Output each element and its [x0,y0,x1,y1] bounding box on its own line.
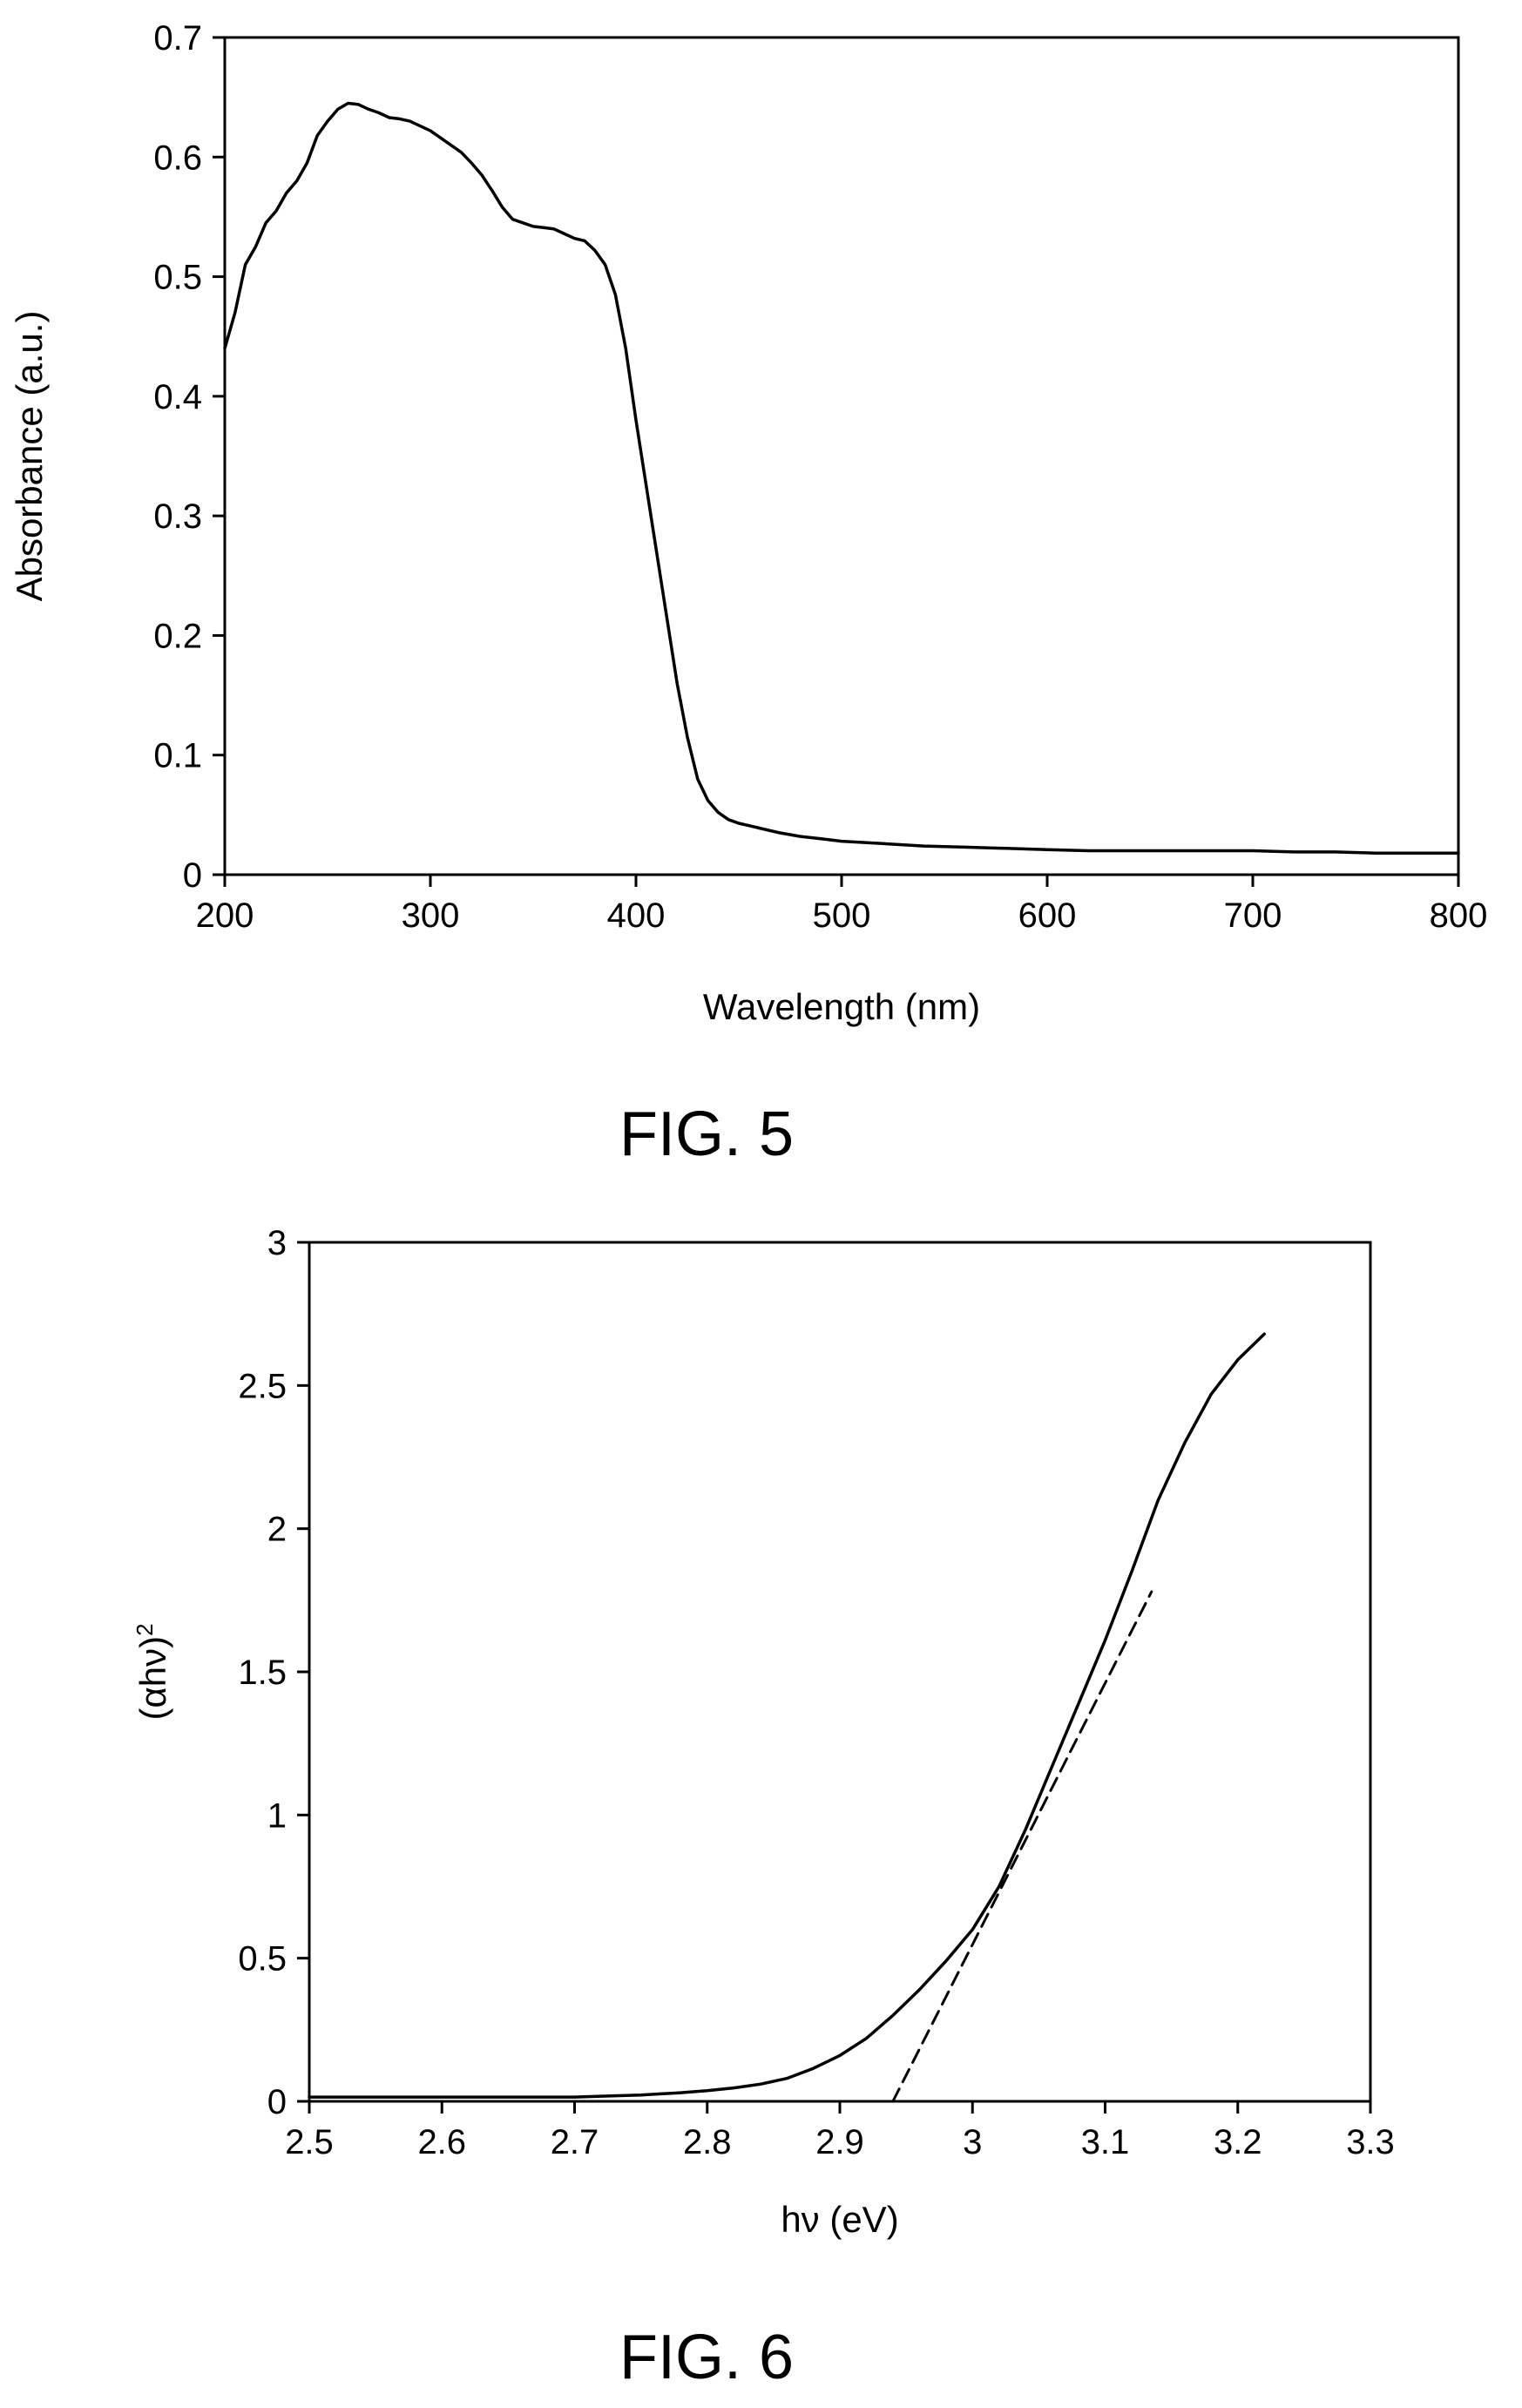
x-tick-label: 2.7 [551,2123,599,2161]
x-tick-label: 3.3 [1346,2123,1395,2161]
y-tick-label: 0.1 [153,737,202,775]
figure-label: FIG. 5 [619,1099,794,1169]
x-tick-label: 3 [963,2123,982,2161]
x-tick-label: 200 [196,896,254,935]
y-tick-label: 0 [183,856,202,895]
y-axis-label-base: (αhν) [132,1636,173,1721]
y-axis-ticks: 0 0.1 0.2 0.3 0.4 0.5 0.6 0.7 [153,19,225,895]
y-tick-label: 2.5 [238,1367,287,1405]
x-axis-label: Wavelength (nm) [703,986,980,1027]
y-tick-label: 0.4 [153,378,202,416]
y-tick-label: 3 [267,1224,287,1262]
y-tick-label: 0 [267,2083,287,2121]
series-layer [308,1332,1266,2103]
tauc-plot-chart: 2.5 2.6 2.7 2.8 2.9 3 3.1 3.2 3.3 00.511.522.53 … [132,1224,1395,2392]
data-series-line [308,1332,1266,2099]
y-tick-label: 2 [267,1511,287,1549]
data-series-line [223,101,1460,856]
y-tick-label: 1 [267,1796,287,1835]
y-tick-label: 0.5 [153,259,202,297]
x-tick-label: 2.9 [815,2123,864,2161]
y-axis-ticks: 0 0.5 1 1.5 2 2.5 3 [238,1224,309,2121]
x-tick-label: 300 [402,896,460,935]
x-axis-ticks: 2.5 2.6 2.7 2.8 2.9 3 3.1 3.2 3.3 [285,2101,1395,2161]
y-tick-label: 0.7 [153,19,202,57]
x-tick-label: 2.5 [285,2123,334,2161]
y-axis-label-superscript: 2 [132,1623,158,1635]
figure-label: FIG. 6 [619,2323,794,2392]
series-layer [223,101,1460,856]
y-tick-label: 0.6 [153,139,202,177]
x-tick-label: 400 [607,896,666,935]
x-tick-label: 800 [1430,896,1488,935]
y-axis-label: Absorbance (a.u.) [9,311,50,602]
y-tick-label: 0.2 [153,617,202,655]
linear-fit-dashed-line [891,1590,1153,2103]
absorbance-chart: 200 300 400 500 600 700 800 0 0.1 0.2 0.3 0.4 0.5 0.… [9,19,1487,1169]
x-tick-label: 2.6 [417,2123,466,2161]
y-tick-label: 0.3 [153,497,202,536]
x-tick-label: 600 [1018,896,1077,935]
plot-frame [223,36,1460,876]
y-tick-label: 1.5 [238,1654,287,1692]
y-axis-label: (αhν)2 [132,1623,173,1720]
y-tick-label: 0.5 [238,1940,287,1978]
x-tick-label: 2.8 [683,2123,732,2161]
plot-frame [308,1241,1372,2103]
x-axis-ticks: 200 300 400 500 600 700 800 [196,875,1488,935]
x-axis-label: hν (eV) [781,2199,898,2240]
x-tick-label: 3.2 [1214,2123,1262,2161]
x-tick-label: 500 [813,896,871,935]
x-tick-label: 3.1 [1081,2123,1130,2161]
x-tick-label: 700 [1224,896,1282,935]
